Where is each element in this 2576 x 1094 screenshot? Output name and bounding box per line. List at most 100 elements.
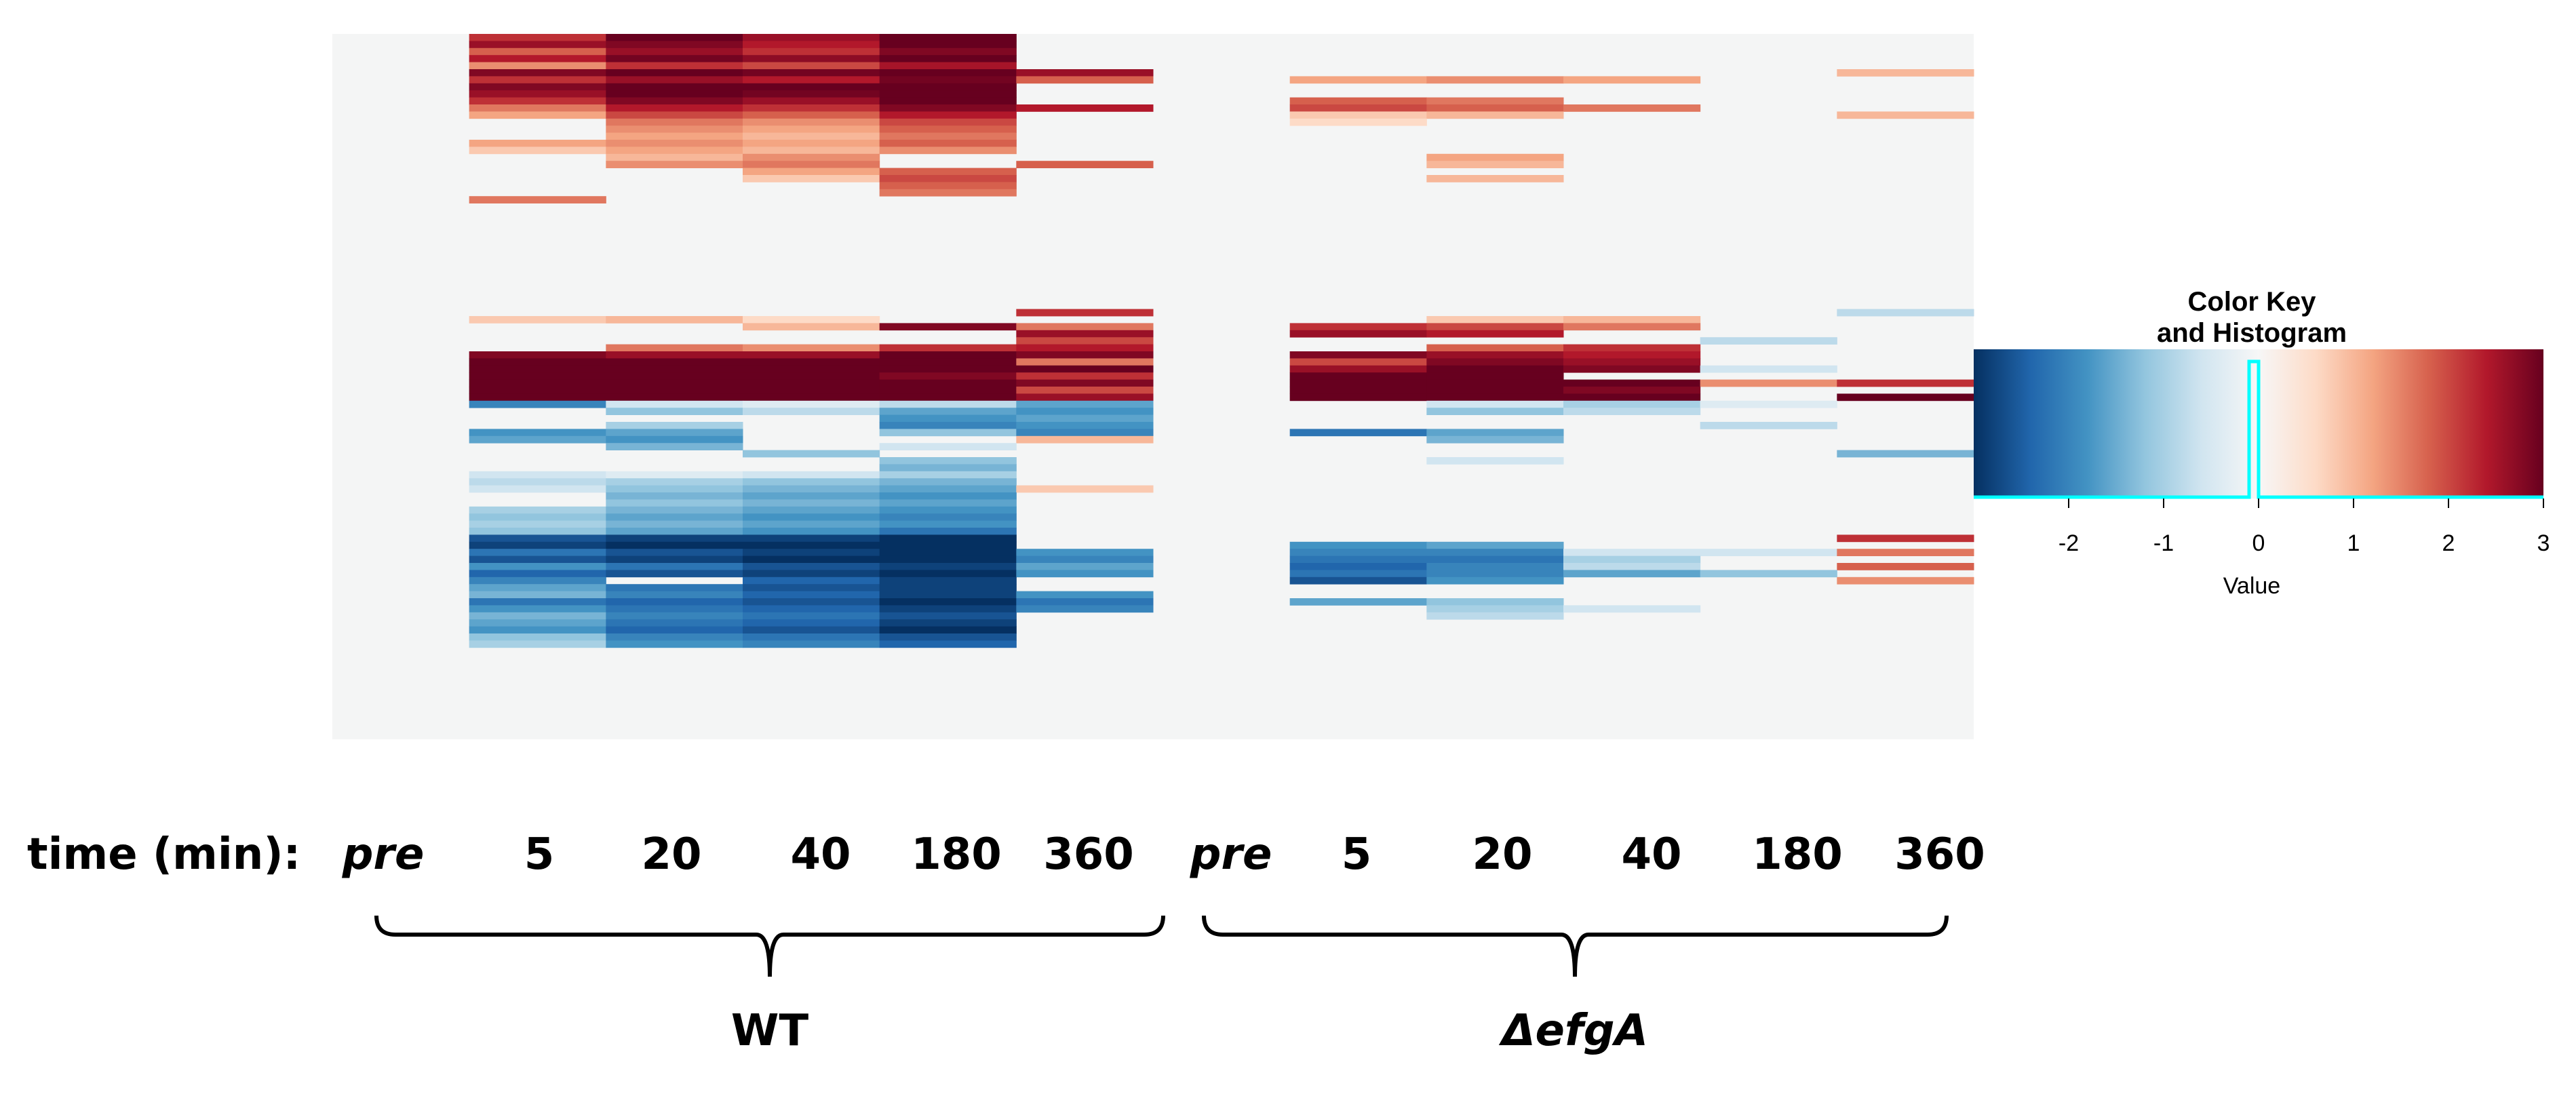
heatmap-cell	[606, 97, 743, 105]
heatmap-cell	[469, 577, 606, 585]
heatmap-cell	[606, 619, 743, 627]
heatmap-cell	[1016, 323, 1154, 331]
color-key-histogram	[1974, 359, 2543, 499]
x-tick-label: 5	[524, 829, 555, 880]
heatmap-cell	[606, 393, 743, 402]
heatmap-cell	[879, 372, 1017, 380]
color-key-tick-label: 3	[2537, 530, 2550, 556]
heatmap-cell	[879, 429, 1017, 437]
heatmap-cell	[879, 633, 1017, 641]
heatmap-cell	[1016, 555, 1154, 564]
heatmap-cell	[469, 471, 606, 479]
heatmap-cell	[606, 499, 743, 507]
heatmap-cell	[1426, 316, 1564, 324]
heatmap-cell	[606, 640, 743, 648]
heatmap-cell	[743, 118, 880, 126]
heatmap-cell	[606, 520, 743, 528]
heatmap-cell	[1426, 351, 1564, 359]
heatmap-cell	[743, 153, 880, 161]
heatmap-cell	[1426, 175, 1564, 182]
heatmap-cell	[469, 97, 606, 105]
heatmap-cell	[743, 140, 880, 147]
heatmap-cell	[1700, 365, 1837, 373]
heatmap-cell	[1563, 393, 1701, 402]
heatmap-cell	[743, 591, 880, 599]
heatmap-cell	[606, 492, 743, 500]
heatmap-cell	[879, 485, 1017, 493]
heatmap-cell	[743, 69, 880, 77]
heatmap-cell	[1289, 541, 1427, 549]
heatmap-cell	[469, 69, 606, 77]
heatmap-cell	[606, 153, 743, 161]
heatmap-cell	[1016, 570, 1154, 578]
heatmap-cell	[879, 125, 1017, 133]
heatmap-cell	[469, 528, 606, 535]
heatmap-cell	[469, 196, 606, 203]
heatmap-cell	[1563, 570, 1701, 578]
heatmap-cell	[1289, 330, 1427, 338]
heatmap-cell	[743, 478, 880, 486]
heatmap-cell	[879, 478, 1017, 486]
heatmap-cell	[469, 387, 606, 394]
heatmap-cell	[1016, 387, 1154, 394]
heatmap-cell	[1426, 76, 1564, 84]
heatmap-cell	[469, 570, 606, 578]
heatmap-cell	[1016, 330, 1154, 338]
heatmap-cell	[743, 47, 880, 56]
heatmap-cell	[879, 76, 1017, 84]
heatmap-cell	[1289, 323, 1427, 331]
heatmap-cell	[879, 584, 1017, 591]
heatmap-cell	[1016, 365, 1154, 373]
heatmap-cell	[606, 316, 743, 324]
heatmap-cell	[743, 97, 880, 105]
heatmap-cell	[879, 118, 1017, 126]
heatmap-cell	[469, 83, 606, 91]
heatmap-cell	[743, 612, 880, 620]
heatmap-cell	[1426, 344, 1564, 352]
heatmap-cell	[743, 400, 880, 408]
heatmap-cell	[879, 168, 1017, 176]
heatmap-cell	[469, 513, 606, 521]
heatmap-cell	[743, 598, 880, 606]
heatmap-cell	[606, 528, 743, 535]
heatmap-cell	[879, 146, 1017, 155]
heatmap-cell	[743, 316, 880, 324]
heatmap-cell	[1563, 379, 1701, 387]
heatmap-cell	[879, 626, 1017, 634]
heatmap-cell	[743, 111, 880, 119]
heatmap-cell	[1563, 605, 1701, 613]
heatmap-cell	[1563, 76, 1701, 84]
heatmap-cell	[469, 379, 606, 387]
heatmap-cell	[606, 513, 743, 521]
heatmap-cell	[469, 47, 606, 56]
heatmap-cell	[743, 393, 880, 402]
heatmap-cell	[606, 125, 743, 133]
heatmap-cell	[606, 478, 743, 486]
heatmap-cell	[1426, 400, 1564, 408]
heatmap-cell	[1426, 153, 1564, 161]
heatmap-cell	[743, 506, 880, 514]
heatmap-cell	[1426, 429, 1564, 437]
heatmap-cell	[743, 372, 880, 380]
heatmap-cell	[1837, 534, 1974, 543]
heatmap-cell	[743, 358, 880, 366]
heatmap-cell	[469, 316, 606, 324]
heatmap-cell	[879, 379, 1017, 387]
heatmap-cell	[879, 534, 1017, 543]
heatmap-cell	[1426, 577, 1564, 585]
heatmap-cell	[743, 450, 880, 458]
heatmap-cell	[879, 69, 1017, 77]
heatmap-cell	[469, 351, 606, 359]
heatmap-cell	[879, 457, 1017, 465]
heatmap-cell	[1700, 549, 1837, 556]
heatmap-cell	[469, 429, 606, 437]
heatmap-cell	[743, 541, 880, 549]
x-tick-label: 360	[1043, 829, 1134, 880]
heatmap-cell	[1289, 365, 1427, 373]
heatmap-cell	[743, 499, 880, 507]
heatmap-cell	[1016, 379, 1154, 387]
heatmap-cell	[1016, 429, 1154, 437]
heatmap-cell	[743, 146, 880, 155]
heatmap-cell	[469, 633, 606, 641]
heatmap-cell	[879, 619, 1017, 627]
